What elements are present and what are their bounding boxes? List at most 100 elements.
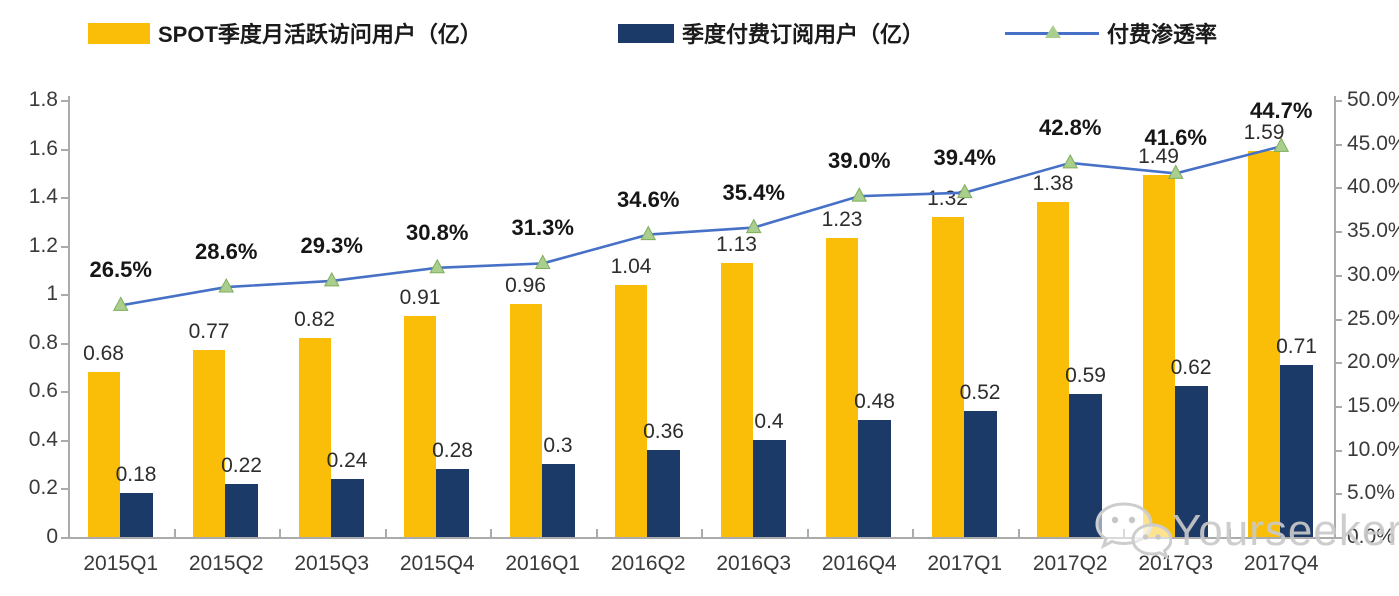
bar-subs (225, 483, 258, 537)
right-axis-tick-label: 50.0% (1347, 88, 1399, 111)
legend-item-mau: SPOT季度月活跃访问用户（亿） (88, 16, 482, 50)
x-axis-label: 2015Q2 (188, 552, 264, 575)
legend-item-penetration: 付费渗透率 (1005, 16, 1217, 50)
left-axis-tick (61, 391, 68, 394)
bar-subs-value-label: 0.3 (543, 434, 573, 458)
line-marker-triangle-icon (112, 296, 129, 311)
x-axis-label: 2016Q1 (505, 552, 581, 575)
legend-label-subs: 季度付费订阅用户（亿） (682, 22, 925, 47)
bar-subs (436, 469, 469, 537)
bar-subs (858, 420, 891, 537)
right-axis-tick-label: 10.0% (1347, 437, 1399, 461)
x-axis-label: 2015Q4 (399, 552, 475, 575)
right-axis-tick (1334, 362, 1342, 365)
x-axis-label: 2016Q3 (716, 552, 792, 575)
bar-mau (826, 238, 858, 537)
bar-subs-value-label: 0.18 (115, 463, 157, 487)
bar-subs-value-label: 0.24 (326, 448, 368, 472)
bar-mau (509, 303, 542, 537)
bar-subs-value-label: 0.62 (1170, 356, 1212, 380)
bar-subs (963, 410, 997, 537)
legend-label-penetration: 付费渗透率 (1107, 22, 1218, 47)
bar-subs-value-label: 0.36 (643, 419, 684, 443)
line-marker-triangle-icon (218, 277, 235, 293)
left-axis-tick (61, 148, 68, 151)
x-axis-label: 2017Q1 (927, 552, 1003, 575)
right-axis-tick-label: 5.0% (1347, 481, 1395, 505)
penetration-value-label: 35.4% (722, 179, 785, 205)
x-axis-tick (806, 529, 809, 537)
bar-mau (615, 284, 647, 537)
left-axis-tick (61, 488, 68, 491)
left-axis-tick-label: 0.6 (28, 379, 58, 403)
x-axis-tick (68, 529, 70, 537)
bar-mau (720, 262, 753, 537)
line-marker-triangle-icon (323, 271, 340, 287)
x-axis-tick (1017, 529, 1020, 537)
penetration-value-label: 31.3% (511, 215, 574, 241)
right-axis-tick (1334, 449, 1342, 452)
line-marker-triangle-icon (640, 225, 657, 241)
right-axis-tick-label: 30.0% (1347, 262, 1399, 286)
bar-mau-value-label: 0.82 (294, 307, 335, 331)
left-axis-tick (61, 100, 68, 102)
right-axis-tick-label: 20.0% (1347, 350, 1399, 374)
left-axis-tick (61, 439, 68, 442)
bar-subs-value-label: 0.59 (1065, 363, 1106, 387)
x-axis-tick (595, 529, 598, 537)
x-axis-tick (173, 529, 176, 537)
left-axis-tick-label: 0 (46, 525, 58, 548)
right-axis-tick (1334, 318, 1342, 321)
bar-subs (1069, 393, 1102, 537)
x-axis-tick (279, 529, 281, 537)
right-axis-tick (1334, 405, 1342, 408)
x-axis-line (68, 537, 1342, 539)
right-axis-tick (1334, 274, 1342, 277)
legend-label-mau: SPOT季度月活跃访问用户（亿） (158, 22, 482, 47)
legend-line-marker-icon (1005, 23, 1099, 43)
line-marker-triangle-icon (429, 258, 446, 274)
right-axis-tick (1334, 187, 1342, 190)
x-axis-label: 2017Q4 (1243, 552, 1319, 575)
left-axis-line (68, 96, 70, 537)
left-axis-tick-label: 1.2 (28, 233, 58, 257)
watermark-text: Yourseeker (1172, 506, 1399, 555)
bar-mau (87, 371, 120, 537)
bar-mau-value-label: 0.91 (399, 286, 441, 310)
x-axis-label: 2017Q3 (1138, 552, 1214, 575)
left-axis-tick-label: 0.8 (28, 330, 58, 354)
right-axis-line (1334, 96, 1336, 537)
bar-subs-value-label: 0.71 (1276, 334, 1317, 358)
left-axis-tick (61, 537, 68, 539)
right-axis-tick-label: 25.0% (1347, 306, 1399, 330)
bar-mau-value-label: 1.04 (610, 254, 652, 278)
x-axis-tick (384, 529, 387, 537)
x-axis-tick (490, 529, 492, 537)
bar-subs (647, 449, 680, 537)
penetration-value-label: 42.8% (1039, 114, 1102, 140)
left-axis-tick-label: 1.8 (28, 88, 58, 111)
x-axis-tick (912, 529, 914, 537)
bar-mau-value-label: 1.38 (1032, 171, 1074, 195)
bar-mau (931, 216, 964, 537)
bar-subs-value-label: 0.48 (854, 390, 895, 414)
line-marker-triangle-icon (534, 254, 551, 269)
bar-subs-value-label: 0.4 (754, 409, 784, 433)
line-marker-triangle-icon (851, 187, 868, 202)
wechat-icon (1095, 502, 1172, 560)
x-axis-label: 2015Q1 (83, 552, 159, 575)
right-axis-tick (1334, 143, 1342, 146)
bar-subs (119, 493, 153, 537)
bar-mau-value-label: 1.32 (927, 186, 968, 210)
bar-mau-value-label: 0.96 (505, 273, 546, 297)
bar-mau-value-label: 0.77 (188, 320, 230, 344)
bar-subs-value-label: 0.52 (959, 380, 1001, 404)
legend-swatch-subs-icon (618, 23, 674, 43)
bar-subs-value-label: 0.22 (221, 453, 262, 477)
right-axis-tick-label: 35.0% (1347, 219, 1399, 243)
bar-mau-value-label: 1.23 (821, 208, 863, 232)
legend-swatch-mau-icon (88, 22, 150, 44)
x-axis-tick (1334, 529, 1336, 537)
left-axis-tick (61, 294, 68, 297)
